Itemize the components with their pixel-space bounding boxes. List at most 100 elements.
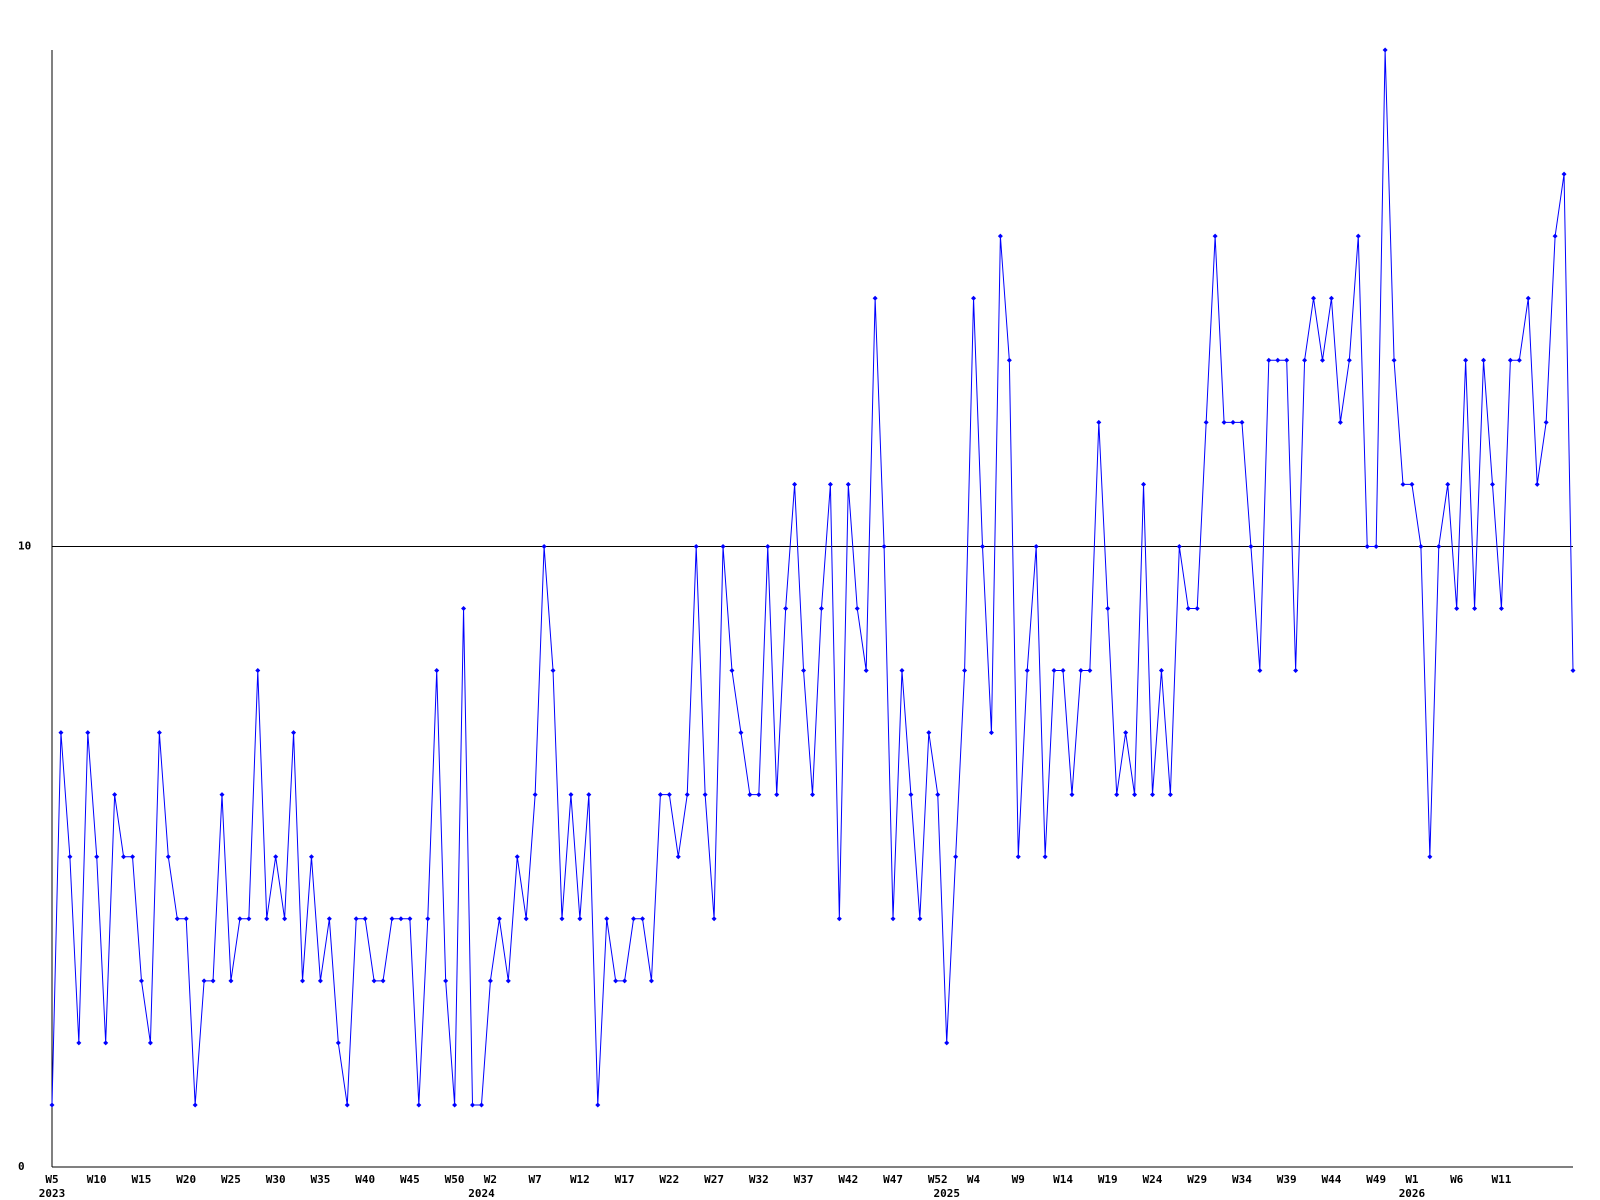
x-tick-label: W22 [659, 1173, 679, 1186]
point-marker [756, 792, 762, 798]
point-marker [1543, 419, 1549, 425]
point-marker [1042, 854, 1048, 860]
point-marker [1302, 357, 1308, 363]
point-marker [210, 978, 216, 984]
point-marker [1176, 543, 1182, 549]
x-tick-label: W35 [310, 1173, 330, 1186]
x-tick-label: W1 [1405, 1173, 1419, 1186]
point-marker [49, 1102, 55, 1108]
point-marker [174, 916, 180, 922]
point-marker [1311, 295, 1317, 301]
point-marker [1382, 47, 1388, 53]
point-marker [792, 481, 798, 487]
point-marker [944, 1040, 950, 1046]
point-marker [550, 668, 556, 674]
point-marker [532, 792, 538, 798]
point-marker [1212, 233, 1218, 239]
point-marker [1472, 606, 1478, 611]
point-marker [1373, 543, 1379, 549]
point-marker [344, 1102, 350, 1108]
point-marker [979, 543, 985, 549]
point-marker [505, 978, 511, 984]
point-marker [353, 916, 359, 922]
x-tick-label: W7 [529, 1173, 542, 1186]
point-marker [926, 730, 932, 736]
point-marker [568, 792, 574, 798]
point-marker [308, 854, 314, 860]
point-marker [1239, 419, 1245, 425]
point-marker [112, 792, 118, 798]
point-marker [1409, 481, 1415, 487]
point-marker [648, 978, 654, 984]
x-tick-label: W17 [615, 1173, 635, 1186]
point-marker [1561, 171, 1567, 177]
point-marker [85, 730, 91, 736]
point-marker [1096, 419, 1102, 425]
point-marker [872, 295, 878, 301]
x-tick-label: W6 [1450, 1173, 1464, 1186]
point-marker [407, 916, 413, 922]
point-marker [1463, 357, 1469, 363]
point-marker [541, 543, 547, 549]
x-year-label: 2025 [933, 1187, 960, 1200]
point-marker [264, 916, 270, 922]
x-tick-label: W49 [1366, 1173, 1386, 1186]
point-marker [622, 978, 628, 984]
point-marker [1123, 730, 1129, 736]
point-marker [362, 916, 368, 922]
point-marker [523, 916, 529, 922]
point-marker [228, 978, 234, 984]
x-tick-label: W47 [883, 1173, 903, 1186]
point-marker [1024, 668, 1030, 674]
point-marker [997, 233, 1003, 239]
point-marker [988, 730, 994, 736]
point-marker [1275, 357, 1281, 363]
point-marker [434, 668, 440, 674]
x-year-label: 2023 [39, 1187, 66, 1200]
point-marker [684, 792, 690, 798]
point-marker [1391, 357, 1397, 363]
point-marker [1015, 854, 1021, 860]
point-marker [1481, 357, 1487, 363]
point-marker [783, 606, 789, 611]
point-marker [1436, 543, 1442, 549]
point-marker [854, 606, 860, 611]
point-marker [1346, 357, 1352, 363]
x-tick-label: W29 [1187, 1173, 1207, 1186]
x-tick-label: W14 [1053, 1173, 1073, 1186]
point-marker [1194, 606, 1200, 611]
point-marker [1230, 419, 1236, 425]
point-marker [103, 1040, 109, 1046]
point-marker [201, 978, 207, 984]
point-marker [183, 916, 189, 922]
x-tick-label: W44 [1321, 1173, 1341, 1186]
point-marker [1507, 357, 1513, 363]
x-tick-label: W42 [838, 1173, 858, 1186]
point-marker [711, 916, 717, 922]
point-marker [452, 1102, 458, 1108]
x-tick-label: W4 [967, 1173, 981, 1186]
series-line [51, 49, 1574, 1106]
point-marker [371, 978, 377, 984]
point-marker [317, 978, 323, 984]
point-marker [1445, 481, 1451, 487]
x-tick-label: W30 [266, 1173, 286, 1186]
point-marker [1284, 357, 1290, 363]
point-marker [559, 916, 565, 922]
point-marker [1221, 419, 1227, 425]
point-marker [1400, 481, 1406, 487]
point-marker [1552, 233, 1558, 239]
point-marker [1328, 295, 1334, 301]
point-marker [1033, 543, 1039, 549]
point-marker [470, 1102, 476, 1108]
x-tick-label: W34 [1232, 1173, 1252, 1186]
point-marker [765, 543, 771, 549]
point-marker [577, 916, 583, 922]
y-tick-label: 0 [18, 1160, 25, 1173]
x-tick-label: W12 [570, 1173, 590, 1186]
point-marker [58, 730, 64, 736]
point-marker [693, 543, 699, 549]
point-marker [1454, 606, 1460, 611]
